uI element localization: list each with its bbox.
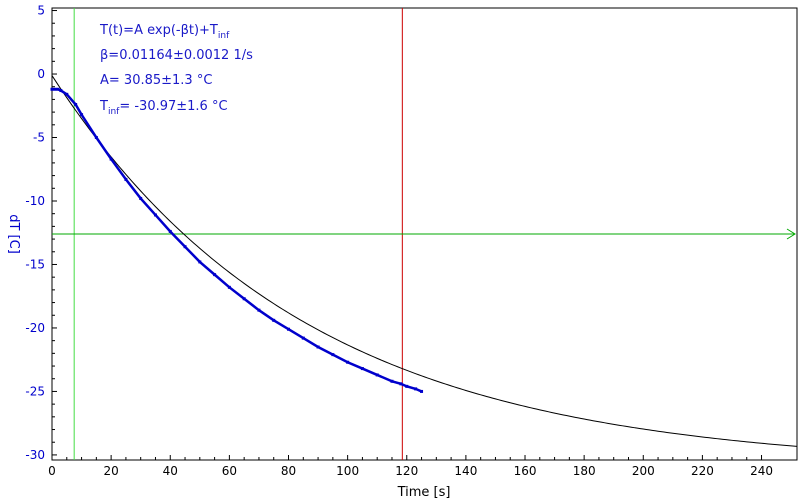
data-point xyxy=(316,345,320,349)
data-point xyxy=(375,373,379,377)
data-point xyxy=(198,260,202,264)
x-tick-label: 180 xyxy=(573,464,596,478)
fit-curve xyxy=(51,75,798,447)
data-point xyxy=(124,177,128,181)
y-axis-ticks: 5 0 -5 -10 -15 -20 -25 -30 xyxy=(25,4,57,462)
x-tick-label: 140 xyxy=(454,464,477,478)
data-point xyxy=(227,285,231,289)
data-point xyxy=(390,379,394,383)
x-tick-label: 200 xyxy=(632,464,655,478)
data-point xyxy=(56,87,60,91)
y-tick-label: -20 xyxy=(25,321,45,335)
x-tick-label: 160 xyxy=(514,464,537,478)
x-tick-label: 100 xyxy=(336,464,359,478)
data-point xyxy=(80,113,84,117)
x-tick-label: 40 xyxy=(163,464,178,478)
data-point xyxy=(213,273,217,277)
annotation-amplitude: A= 30.85±1.3 °C xyxy=(100,73,212,88)
x-tick-label: 220 xyxy=(691,464,714,478)
arrow-head xyxy=(786,228,796,240)
x-axis-ticks: 0 20 40 60 80 100 120 140 160 180 200 220 240 xyxy=(48,455,773,478)
y-tick-label: -10 xyxy=(25,194,45,208)
data-line xyxy=(52,88,423,393)
data-point xyxy=(139,196,143,200)
x-tick-label: 60 xyxy=(222,464,237,478)
y-axis-title: dT [C] xyxy=(6,214,21,254)
y-tick-label: -25 xyxy=(25,384,45,398)
y-tick-label: -15 xyxy=(25,257,45,271)
data-point xyxy=(272,318,276,322)
data-point xyxy=(346,360,350,364)
data-point xyxy=(287,327,291,331)
data-point xyxy=(50,87,54,91)
data-point xyxy=(153,213,157,217)
x-tick-label: 240 xyxy=(750,464,773,478)
data-point xyxy=(94,136,98,140)
data-point xyxy=(420,389,424,393)
x-tick-label: 20 xyxy=(103,464,118,478)
y-tick-label: -30 xyxy=(25,448,45,462)
y-tick-label: 5 xyxy=(37,4,45,18)
data-point xyxy=(331,353,335,357)
data-point xyxy=(405,384,409,388)
data-point xyxy=(59,89,63,93)
data-point xyxy=(257,308,261,312)
data-point xyxy=(360,367,364,371)
x-tick-label: 0 xyxy=(48,464,56,478)
data-point xyxy=(109,157,113,161)
data-point xyxy=(74,102,78,106)
y-tick-label: -5 xyxy=(33,131,45,145)
data-point xyxy=(414,387,418,391)
data-point xyxy=(65,92,69,96)
annotation-tinf: Tinf= -30.97±1.6 °C xyxy=(99,99,228,117)
data-series xyxy=(50,87,424,393)
y-tick-label: 0 xyxy=(37,67,45,81)
data-point xyxy=(399,382,403,386)
annotation-beta: β=0.01164±0.0012 1/s xyxy=(100,48,253,63)
fit-annotation: T(t)=A exp(-βt)+Tinf β=0.01164±0.0012 1/… xyxy=(99,23,253,117)
annotation-model: T(t)=A exp(-βt)+Tinf xyxy=(99,23,230,41)
x-axis-title: Time [s] xyxy=(397,485,451,500)
fit-line xyxy=(51,75,798,447)
data-point xyxy=(53,87,57,91)
data-point xyxy=(242,297,246,301)
x-tick-label: 120 xyxy=(395,464,418,478)
data-point xyxy=(168,229,172,233)
data-point xyxy=(183,245,187,249)
data-point xyxy=(301,336,305,340)
x-tick-label: 80 xyxy=(281,464,296,478)
